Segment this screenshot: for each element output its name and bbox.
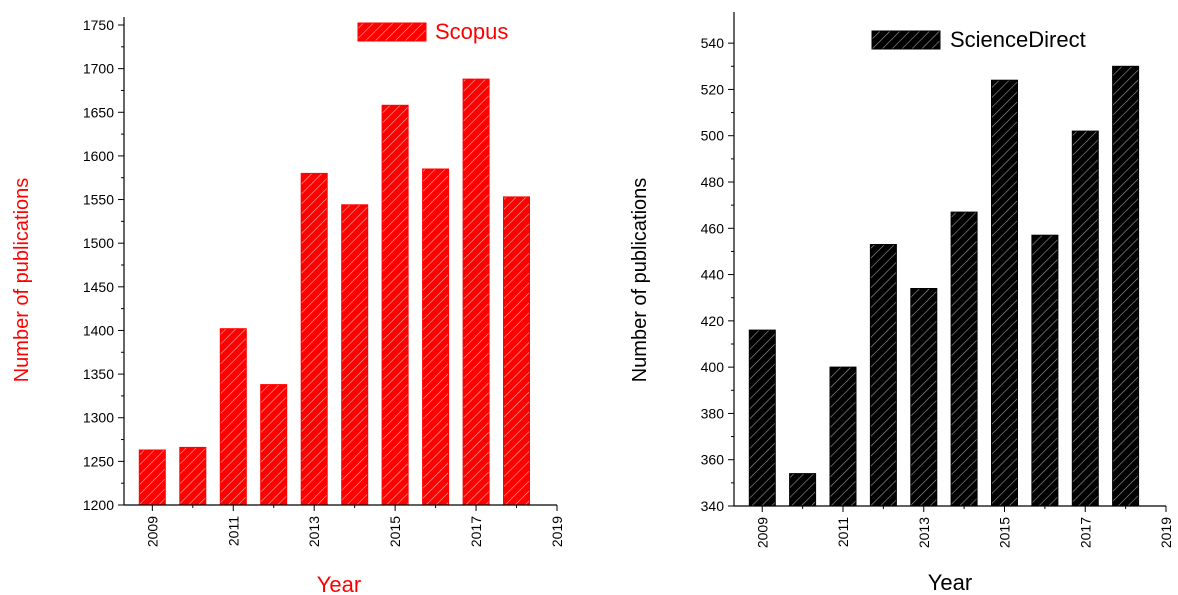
y-tick-label: 360: [701, 452, 725, 468]
y-tick-label: 540: [701, 35, 725, 51]
x-axis-title: Year: [317, 572, 361, 595]
bar: [829, 366, 857, 507]
bar: [381, 104, 409, 506]
x-tick-label: 2011: [225, 516, 241, 546]
bar: [748, 329, 776, 507]
bar: [869, 244, 897, 507]
y-tick-label: 1400: [83, 322, 114, 338]
x-tick-label: 2019: [549, 516, 565, 547]
y-tick-label: 500: [701, 128, 725, 144]
bar: [422, 168, 450, 506]
y-tick-label: 480: [701, 174, 725, 190]
legend-label: Scopus: [435, 19, 508, 44]
x-tick-label: 2011: [835, 517, 851, 547]
bar: [503, 196, 530, 506]
y-tick-label: 460: [701, 220, 725, 236]
bar: [341, 204, 369, 506]
x-tick-label: 2015: [997, 517, 1013, 548]
y-tick-label: 1700: [83, 61, 114, 77]
bar: [300, 172, 328, 506]
x-tick-label: 2013: [916, 517, 932, 548]
chart-panel-1: 1200 1250 1300 1350 1400 1450 1500 1550 1600 1650…: [11, 17, 565, 595]
y-tick-label: 420: [701, 313, 725, 329]
bar: [1031, 234, 1059, 507]
y-tick-label: 1350: [83, 366, 114, 382]
bar: [219, 328, 247, 506]
y-tick-label: 400: [701, 359, 725, 375]
y-tick-label: 1650: [83, 104, 114, 120]
bar: [950, 211, 978, 507]
legend-swatch: [357, 22, 427, 42]
y-axis-title: Number of publications: [629, 178, 651, 383]
y-tick-label: 1450: [83, 279, 114, 295]
bar: [1112, 65, 1140, 507]
bar: [789, 473, 817, 507]
x-tick-label: 2017: [468, 516, 484, 547]
y-tick-label: 1600: [83, 148, 114, 164]
x-tick-label: 2017: [1077, 517, 1093, 548]
bar: [462, 78, 490, 506]
y-tick-label: 1250: [83, 453, 114, 469]
x-tick-label: 2009: [144, 516, 160, 547]
bar: [179, 446, 207, 506]
y-tick-label: 340: [701, 498, 725, 514]
chart-panel-2: 340 360 380 400 420 440 460 480 500 520 540 2009 201…: [629, 12, 1174, 595]
bar: [138, 449, 166, 506]
bar: [260, 384, 288, 506]
y-tick-label: 1750: [83, 17, 114, 33]
y-tick-label: 380: [701, 405, 725, 421]
legend-swatch: [871, 30, 941, 50]
bar: [910, 288, 938, 507]
x-tick-label: 2019: [1158, 517, 1174, 548]
y-tick-label: 1300: [83, 410, 114, 426]
y-axis-title: Number of publications: [11, 178, 33, 383]
x-tick-label: 2013: [306, 516, 322, 547]
legend-label: ScienceDirect: [950, 27, 1086, 52]
x-tick-label: 2009: [754, 517, 770, 548]
bar: [1071, 130, 1099, 507]
x-axis-title: Year: [928, 570, 972, 595]
bar: [991, 79, 1018, 507]
y-tick-label: 1200: [83, 497, 114, 513]
y-tick-label: 520: [701, 81, 725, 97]
x-tick-label: 2015: [387, 516, 403, 547]
y-tick-label: 1550: [83, 192, 114, 208]
y-tick-label: 440: [701, 267, 725, 283]
y-tick-label: 1500: [83, 235, 114, 251]
